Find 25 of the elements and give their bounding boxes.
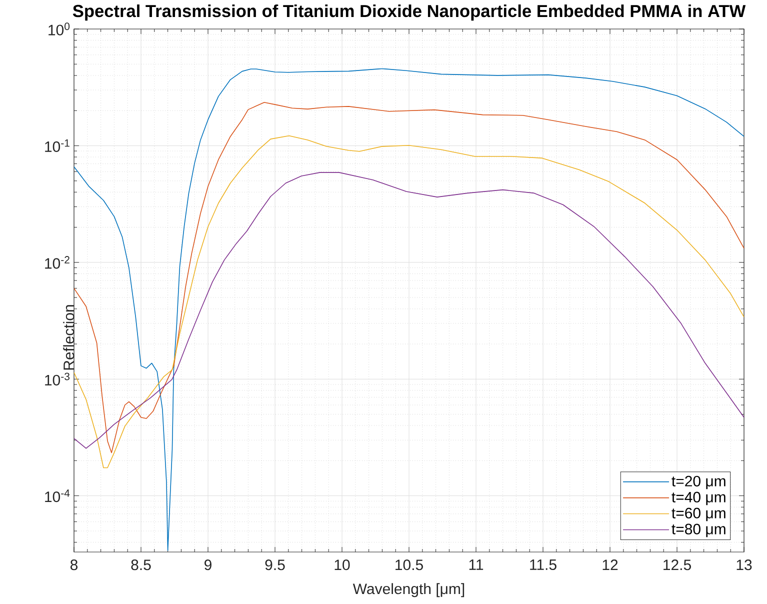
x-tick-label: 11.5 (530, 560, 556, 570)
x-tick-label: 11 (469, 560, 484, 570)
x-tick-label: 9 (204, 560, 212, 570)
y-tick-label: 10$^{-2}$ (45, 256, 70, 269)
chart-title: Spectral Transmission of Titanium Dioxide Nanoparticle Embedded PMMA in ATW (72, 4, 746, 21)
x-tick-label: 10 (334, 560, 350, 570)
legend-label: t=60 μm (672, 508, 726, 522)
y-tick-label: 10$^{-4}$ (45, 490, 70, 502)
y-tick-label: 10$^{0}$ (48, 22, 70, 36)
legend-label: t=20 μm (672, 476, 726, 490)
x-tick-label: 12 (602, 560, 618, 570)
y-axis-title: Reflection (63, 305, 74, 370)
x-tick-label: 8 (70, 560, 78, 570)
x-tick-label: 9.5 (265, 560, 285, 570)
x-axis-title: Wavelength [μm] (352, 583, 464, 598)
x-tick-label: 12.5 (664, 560, 691, 570)
line-series (74, 68, 744, 551)
legend-label: t=80 μm (672, 524, 726, 538)
x-tick-label: 13 (736, 560, 752, 570)
x-tick-label: 10.5 (396, 560, 423, 570)
y-tick-label: 10$^{-3}$ (45, 372, 70, 386)
x-tick-label: 8.5 (131, 560, 151, 570)
y-tick-label: 10$^{-1}$ (45, 139, 70, 152)
line-series (74, 172, 744, 449)
legend-label: t=40 μm (672, 492, 726, 506)
